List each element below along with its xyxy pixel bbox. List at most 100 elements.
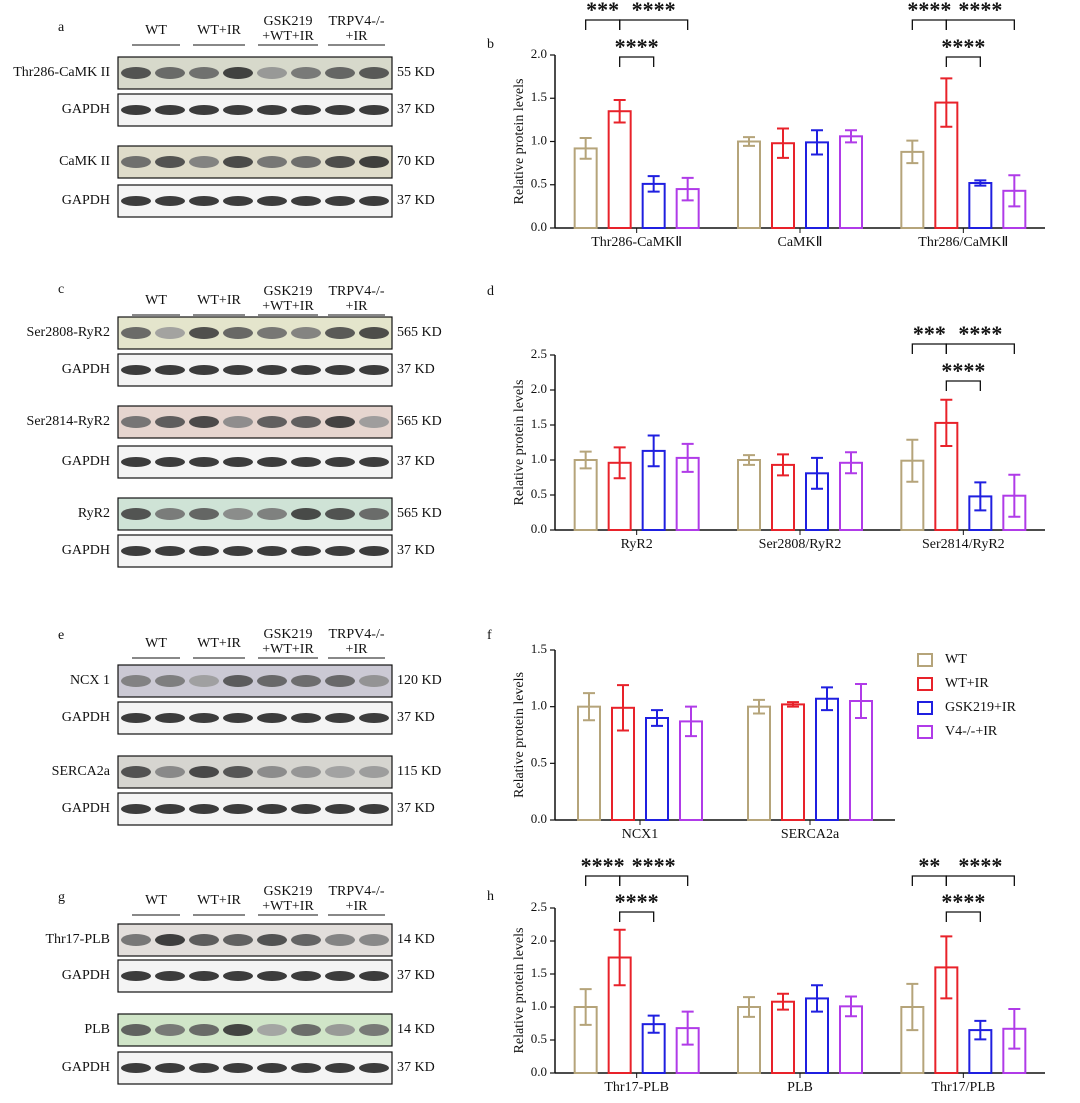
blot-band <box>155 105 185 115</box>
blot-band <box>223 365 253 375</box>
blot-band <box>325 365 355 375</box>
blot-band <box>359 457 389 467</box>
y-tick-label: 1.0 <box>531 698 547 713</box>
blot-band <box>257 327 287 339</box>
blot-band <box>189 327 219 339</box>
sig-stars: **** <box>581 853 625 878</box>
error-bar <box>787 701 799 708</box>
blot-band <box>189 1024 219 1036</box>
blot-band <box>359 934 389 946</box>
blot-band <box>359 675 389 687</box>
blot-band <box>189 546 219 556</box>
sig-stars: ** <box>918 853 940 878</box>
sig-stars: **** <box>958 853 1002 878</box>
blot-band <box>325 675 355 687</box>
sig-bracket <box>945 56 981 67</box>
sig-bracket <box>619 911 655 922</box>
panel-letter: g <box>58 890 65 905</box>
error-bar <box>613 446 626 480</box>
row-label: GAPDH <box>62 710 110 725</box>
row-label: RyR2 <box>78 506 110 521</box>
row-label: Thr17-PLB <box>45 932 110 947</box>
blot-band <box>359 1063 389 1073</box>
group-label: TRPV4-/- <box>329 884 385 899</box>
y-axis-label: Relative protein levels <box>512 672 527 798</box>
blot-band <box>257 156 287 168</box>
group-label: +IR <box>346 642 369 657</box>
row-label: GAPDH <box>62 454 110 469</box>
bar <box>645 717 669 821</box>
bar <box>737 140 761 229</box>
blot-band <box>291 546 321 556</box>
blot-band <box>223 934 253 946</box>
blot-band <box>291 713 321 723</box>
x-tick-label: RyR2 <box>621 537 653 552</box>
sig-stars: *** <box>586 0 619 22</box>
panel-letter: d <box>487 284 494 299</box>
blot-band <box>121 675 151 687</box>
group-label: +IR <box>346 29 369 44</box>
group-label: GSK219 <box>263 14 312 29</box>
group-label: +WT+IR <box>262 642 314 657</box>
blot-band <box>189 971 219 981</box>
row-label: Ser2814-RyR2 <box>27 414 110 429</box>
blot-band <box>257 196 287 206</box>
error-bar <box>777 127 789 159</box>
error-bar <box>743 996 755 1018</box>
sig-stars: **** <box>632 853 676 878</box>
y-tick-label: 2.0 <box>531 932 547 947</box>
legend-swatch <box>917 677 933 691</box>
blot-band <box>155 713 185 723</box>
group-label: +WT+IR <box>262 299 314 314</box>
size-label: 14 KD <box>397 932 435 947</box>
error-bar <box>811 129 823 156</box>
blot-band <box>291 196 321 206</box>
group-label: TRPV4-/- <box>329 284 385 299</box>
blot-band <box>155 416 185 428</box>
y-tick-label: 1.5 <box>531 641 547 656</box>
bar <box>577 705 601 822</box>
blot-band <box>189 766 219 778</box>
blot-band <box>189 1063 219 1073</box>
error-bar <box>1008 1007 1021 1050</box>
sig-stars: **** <box>615 34 659 59</box>
blot-band <box>257 508 287 520</box>
blot-band <box>325 713 355 723</box>
blot-band <box>121 196 151 206</box>
blot-band <box>121 457 151 467</box>
blot-band <box>121 327 151 339</box>
row-label: GAPDH <box>62 362 110 377</box>
y-axis-label: Relative protein levels <box>512 928 527 1054</box>
y-axis-label: Relative protein levels <box>512 380 527 506</box>
blot-band <box>325 971 355 981</box>
legend-label: WT <box>945 652 967 667</box>
blot-band <box>359 713 389 723</box>
y-tick-label: 1.0 <box>531 132 547 147</box>
y-tick-label: 1.0 <box>531 451 547 466</box>
y-tick-label: 2.5 <box>531 899 547 914</box>
blot-band <box>121 508 151 520</box>
error-bar <box>777 453 789 477</box>
bar <box>781 703 805 822</box>
blot-band <box>291 365 321 375</box>
group-label: WT <box>145 23 167 38</box>
blot-band <box>155 804 185 814</box>
blot-band <box>257 804 287 814</box>
blot-band <box>291 766 321 778</box>
error-bar <box>579 988 592 1026</box>
size-label: 55 KD <box>397 65 435 80</box>
bar <box>607 110 632 229</box>
group-label: +WT+IR <box>262 899 314 914</box>
blot-band <box>189 416 219 428</box>
blot-band <box>291 156 321 168</box>
error-bar <box>743 136 755 147</box>
blot-band <box>155 156 185 168</box>
size-label: 37 KD <box>397 102 435 117</box>
error-bar <box>753 698 765 715</box>
y-axis-label: Relative protein levels <box>512 79 527 205</box>
group-label: TRPV4-/- <box>329 627 385 642</box>
blot-band <box>325 766 355 778</box>
group-label: WT+IR <box>197 636 241 651</box>
error-bar <box>681 442 694 473</box>
blot-band <box>359 766 389 778</box>
